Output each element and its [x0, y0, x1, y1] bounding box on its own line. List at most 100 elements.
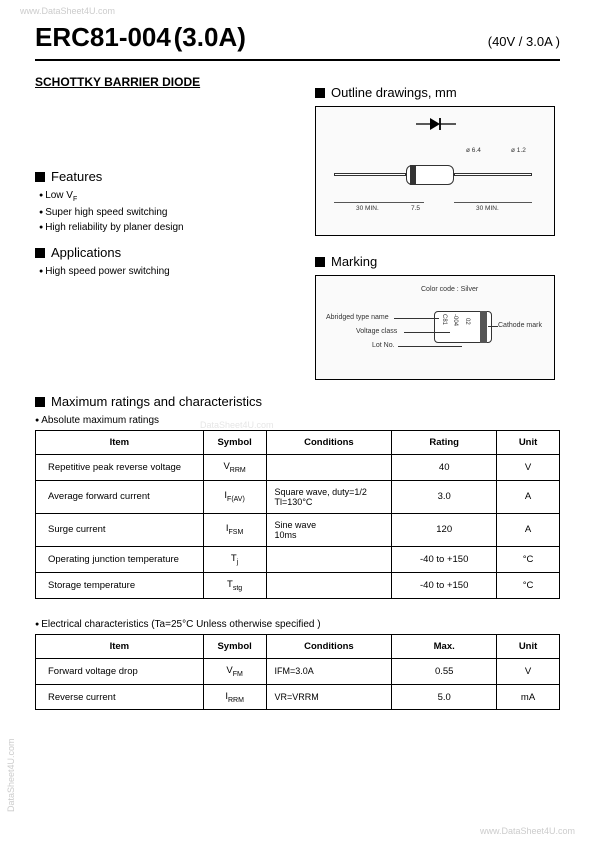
- lead-right: [454, 173, 532, 176]
- table-row: Reverse currentIRRMVR=VRRM5.0mA: [36, 684, 560, 710]
- dim-line: [454, 202, 532, 203]
- marking-heading: Marking: [315, 254, 560, 269]
- cell-unit: A: [497, 513, 560, 546]
- cell-value: -40 to +150: [392, 572, 497, 598]
- th-unit: Unit: [497, 431, 560, 455]
- cell-value: 40: [392, 455, 497, 481]
- table-row: Average forward currentIF(AV)Square wave…: [36, 480, 560, 513]
- cell-item: Storage temperature: [36, 572, 204, 598]
- dim-lead-dia: ø 1.2: [511, 147, 526, 154]
- th-symbol: Symbol: [203, 634, 266, 658]
- application-item: High speed power switching: [39, 266, 299, 277]
- table-row: Surge currentIFSMSine wave10ms120A: [36, 513, 560, 546]
- cell-symbol: IF(AV): [203, 480, 266, 513]
- outline-heading: Outline drawings, mm: [315, 85, 560, 100]
- th-unit: Unit: [497, 634, 560, 658]
- part-number: ERC81-004: [35, 22, 171, 52]
- cell-unit: A: [497, 480, 560, 513]
- mark-vtext1: C81: [441, 314, 447, 325]
- features-label: Features: [51, 169, 102, 184]
- th-symbol: Symbol: [203, 431, 266, 455]
- cathode-band: [410, 165, 416, 185]
- diode-type-heading: SCHOTTKY BARRIER DIODE: [35, 75, 299, 89]
- marking-drawing: Color code : Silver C81 -004 02 Abridged…: [315, 275, 555, 380]
- abs-max-table: Item Symbol Conditions Rating Unit Repet…: [35, 430, 560, 599]
- table-row: Storage temperatureTstg -40 to +150°C: [36, 572, 560, 598]
- cell-value: -40 to +150: [392, 546, 497, 572]
- th-conditions: Conditions: [266, 634, 392, 658]
- cell-unit: °C: [497, 546, 560, 572]
- cell-item: Operating junction temperature: [36, 546, 204, 572]
- part-rating: (40V / 3.0A ): [488, 34, 560, 49]
- applications-label: Applications: [51, 245, 121, 260]
- cell-conditions: [266, 455, 392, 481]
- outline-drawing: ø 6.4 ø 1.2 30 MIN. 7.5 30 MIN.: [315, 106, 555, 236]
- cell-value: 5.0: [392, 684, 497, 710]
- table-row: Operating junction temperatureTj-40 to +…: [36, 546, 560, 572]
- features-list: Low VF Super high speed switching High r…: [35, 190, 299, 233]
- square-bullet-icon: [35, 172, 45, 182]
- max-ratings-heading: Maximum ratings and characteristics: [35, 394, 560, 409]
- applications-list: High speed power switching: [35, 266, 299, 277]
- cell-conditions: [266, 572, 392, 598]
- cell-conditions: [266, 546, 392, 572]
- cell-unit: °C: [497, 572, 560, 598]
- watermark-bottom: www.DataSheet4U.com: [480, 826, 575, 836]
- cell-value: 120: [392, 513, 497, 546]
- cell-symbol: IFSM: [203, 513, 266, 546]
- cell-conditions: VR=VRRM: [266, 684, 392, 710]
- features-heading: Features: [35, 169, 299, 184]
- marking-cathode-band: [480, 311, 487, 343]
- voltage-class-label: Voltage class: [356, 328, 397, 335]
- square-bullet-icon: [35, 397, 45, 407]
- watermark-mid: DataSheet4U.com: [200, 420, 274, 430]
- elec-char-note: Electrical characteristics (Ta=25°C Unle…: [35, 619, 560, 630]
- dim-lead-l: 30 MIN.: [356, 205, 379, 212]
- square-bullet-icon: [315, 257, 325, 267]
- cell-symbol: Tstg: [203, 572, 266, 598]
- elec-char-table: Item Symbol Conditions Max. Unit Forward…: [35, 634, 560, 711]
- cell-conditions: Square wave, duty=1/2Tl=130°C: [266, 480, 392, 513]
- table-row: Forward voltage dropVFMIFM=3.0A0.55V: [36, 658, 560, 684]
- cell-unit: V: [497, 455, 560, 481]
- table-row: Repetitive peak reverse voltageVRRM 40V: [36, 455, 560, 481]
- cell-item: Average forward current: [36, 480, 204, 513]
- cell-conditions: IFM=3.0A: [266, 658, 392, 684]
- lot-no-label: Lot No.: [372, 342, 395, 349]
- cell-symbol: VFM: [203, 658, 266, 684]
- dim-band-gap: 7.5: [411, 205, 420, 212]
- max-ratings-label: Maximum ratings and characteristics: [51, 394, 262, 409]
- mark-vtext3: 02: [464, 318, 470, 325]
- th-conditions: Conditions: [266, 431, 392, 455]
- cell-value: 0.55: [392, 658, 497, 684]
- feature-item: High reliability by planer design: [39, 222, 299, 233]
- cell-item: Forward voltage drop: [36, 658, 204, 684]
- cell-unit: mA: [497, 684, 560, 710]
- th-item: Item: [36, 431, 204, 455]
- title-row: ERC81-004 (3.0A) (40V / 3.0A ): [35, 22, 560, 61]
- cathode-mark-label: Cathode mark: [498, 322, 542, 329]
- abridged-label: Abridged type name: [326, 314, 389, 321]
- cell-symbol: VRRM: [203, 455, 266, 481]
- th-item: Item: [36, 634, 204, 658]
- abs-max-note: Absolute maximum ratings: [35, 415, 560, 426]
- square-bullet-icon: [35, 248, 45, 258]
- lead-left: [334, 173, 406, 176]
- cell-item: Repetitive peak reverse voltage: [36, 455, 204, 481]
- dim-line: [334, 202, 406, 203]
- feature-item: Super high speed switching: [39, 207, 299, 218]
- watermark-side: DataSheet4U.com: [6, 738, 16, 812]
- color-code-label: Color code : Silver: [421, 286, 478, 293]
- feature-item: Low VF: [39, 190, 299, 203]
- outline-label: Outline drawings, mm: [331, 85, 457, 100]
- square-bullet-icon: [315, 88, 325, 98]
- mark-vtext2: -004: [452, 314, 458, 326]
- dim-line: [406, 202, 424, 203]
- cell-conditions: Sine wave10ms: [266, 513, 392, 546]
- cell-value: 3.0: [392, 480, 497, 513]
- marking-label: Marking: [331, 254, 377, 269]
- dim-body-dia: ø 6.4: [466, 147, 481, 154]
- diode-symbol-icon: [416, 115, 456, 133]
- part-title: ERC81-004 (3.0A): [35, 22, 246, 53]
- cell-item: Surge current: [36, 513, 204, 546]
